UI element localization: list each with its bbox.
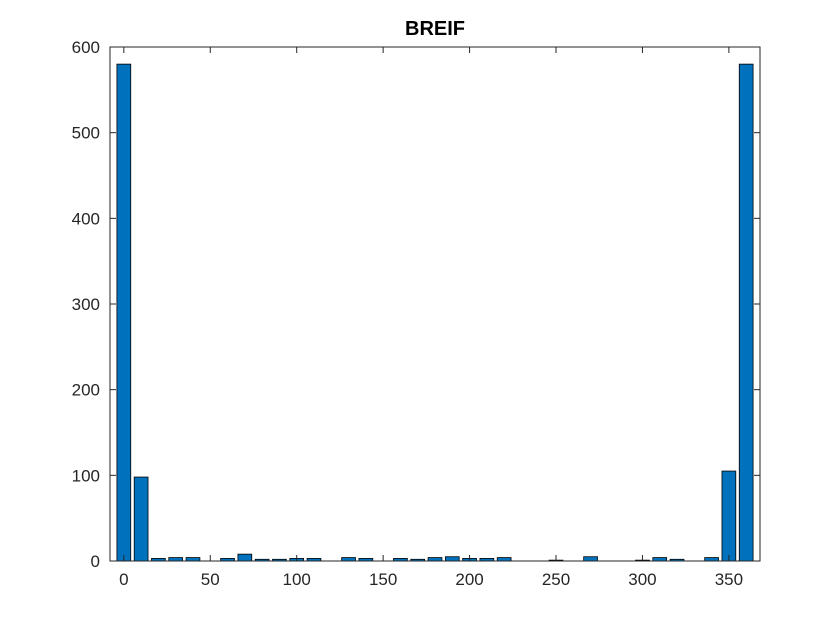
x-tick-label: 300 xyxy=(628,570,656,589)
x-tick-label: 200 xyxy=(455,570,483,589)
y-tick-label: 500 xyxy=(72,124,100,143)
y-tick-label: 300 xyxy=(72,295,100,314)
bars xyxy=(116,63,754,562)
x-tick-label: 100 xyxy=(283,570,311,589)
y-tick-label: 0 xyxy=(91,552,100,571)
chart-title: BREIF xyxy=(405,18,465,40)
bar xyxy=(133,476,149,562)
plot-area xyxy=(110,47,760,561)
bar xyxy=(237,553,253,562)
bar xyxy=(185,557,201,562)
x-tick-label: 150 xyxy=(369,570,397,589)
bar xyxy=(721,470,737,562)
bar xyxy=(583,556,598,562)
bar xyxy=(496,557,512,562)
bar xyxy=(116,63,132,562)
bar xyxy=(168,557,184,562)
x-tick-label: 50 xyxy=(201,570,220,589)
x-tick-label: 350 xyxy=(715,570,743,589)
bar xyxy=(652,557,668,562)
x-tick-label: 250 xyxy=(542,570,570,589)
y-tick-label: 600 xyxy=(72,38,100,57)
bar xyxy=(738,63,754,562)
axes: 0 50 100 150 200 250 300 350 0 100 200 300 400 500 600 xyxy=(72,38,761,589)
y-tick-label: 400 xyxy=(72,209,100,228)
x-tick-label: 0 xyxy=(119,570,128,589)
bar xyxy=(341,557,356,562)
bar xyxy=(444,556,460,562)
y-tick-label: 200 xyxy=(72,381,100,400)
bar xyxy=(427,557,443,562)
y-tick-label: 100 xyxy=(72,466,100,485)
bar xyxy=(704,557,719,562)
